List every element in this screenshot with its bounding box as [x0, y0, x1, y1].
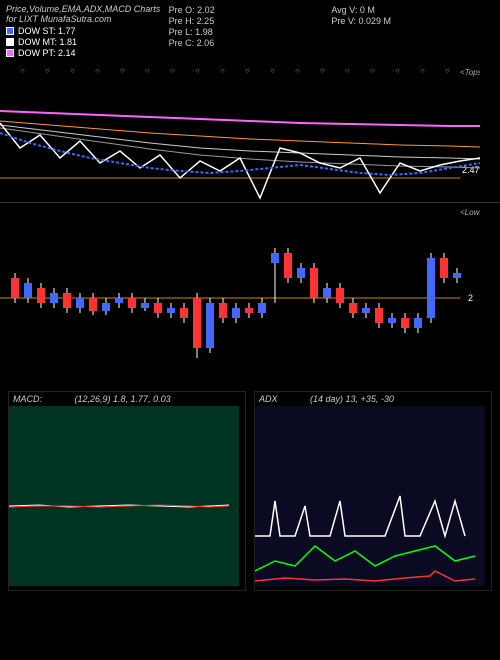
header-left: Price,Volume,EMA,ADX,MACD Charts for LIX… [6, 4, 169, 59]
adx-subtitle: (14 day) 13, +35, -30 [310, 394, 394, 404]
header: Price,Volume,EMA,ADX,MACD Charts for LIX… [0, 0, 500, 63]
svg-text:○: ○ [295, 66, 300, 75]
svg-text:○: ○ [95, 66, 100, 75]
svg-text:○: ○ [195, 66, 200, 75]
indicator-panels: MACD: (12,26,9) 1.8, 1.77, 0.03 ADX (14 … [0, 383, 500, 599]
macd-subtitle: (12,26,9) 1.8, 1.77, 0.03 [75, 394, 171, 404]
svg-text:○: ○ [445, 66, 450, 75]
pre-data: Pre O: 2.02 Pre H: 2.25 Pre L: 1.98 Pre … [169, 4, 332, 59]
svg-text:○: ○ [20, 66, 25, 75]
legend-item: DOW MT: 1.81 [6, 37, 169, 47]
adx-title: ADX [259, 394, 278, 404]
svg-text:○: ○ [170, 66, 175, 75]
pre-open: Pre O: 2.02 [169, 5, 332, 15]
svg-text:○: ○ [220, 66, 225, 75]
pre-close: Pre C: 2.06 [169, 38, 332, 48]
svg-text:○: ○ [145, 66, 150, 75]
legend-item: DOW PT: 2.14 [6, 48, 169, 58]
svg-text:○: ○ [45, 66, 50, 75]
svg-text:○: ○ [70, 66, 75, 75]
svg-text:○: ○ [395, 66, 400, 75]
svg-text:<Lows: <Lows [460, 208, 480, 217]
svg-text:○: ○ [345, 66, 350, 75]
svg-text:○: ○ [270, 66, 275, 75]
pre-volume: Pre V: 0.029 M [331, 16, 494, 26]
svg-text:○: ○ [320, 66, 325, 75]
adx-panel: ADX (14 day) 13, +35, -30 [254, 391, 492, 591]
chart-title: Price,Volume,EMA,ADX,MACD Charts for LIX… [6, 4, 169, 24]
svg-text:<Tops: <Tops [460, 68, 480, 77]
pre-low: Pre L: 1.98 [169, 27, 332, 37]
svg-text:○: ○ [370, 66, 375, 75]
pre-high: Pre H: 2.25 [169, 16, 332, 26]
svg-text:2: 2 [468, 293, 473, 303]
ema-chart: ○○○○○○○○○○○○○○○○○○<Tops2.47 [0, 63, 500, 203]
macd-title: MACD: [13, 394, 42, 404]
macd-panel: MACD: (12,26,9) 1.8, 1.77, 0.03 [8, 391, 246, 591]
svg-text:○: ○ [245, 66, 250, 75]
avg-data: Avg V: 0 M Pre V: 0.029 M [331, 4, 494, 59]
avg-volume: Avg V: 0 M [331, 5, 494, 15]
svg-text:○: ○ [420, 66, 425, 75]
svg-text:○: ○ [120, 66, 125, 75]
legend-item: DOW ST: 1.77 [6, 26, 169, 36]
candlestick-chart: <Lows 2 [0, 203, 500, 383]
